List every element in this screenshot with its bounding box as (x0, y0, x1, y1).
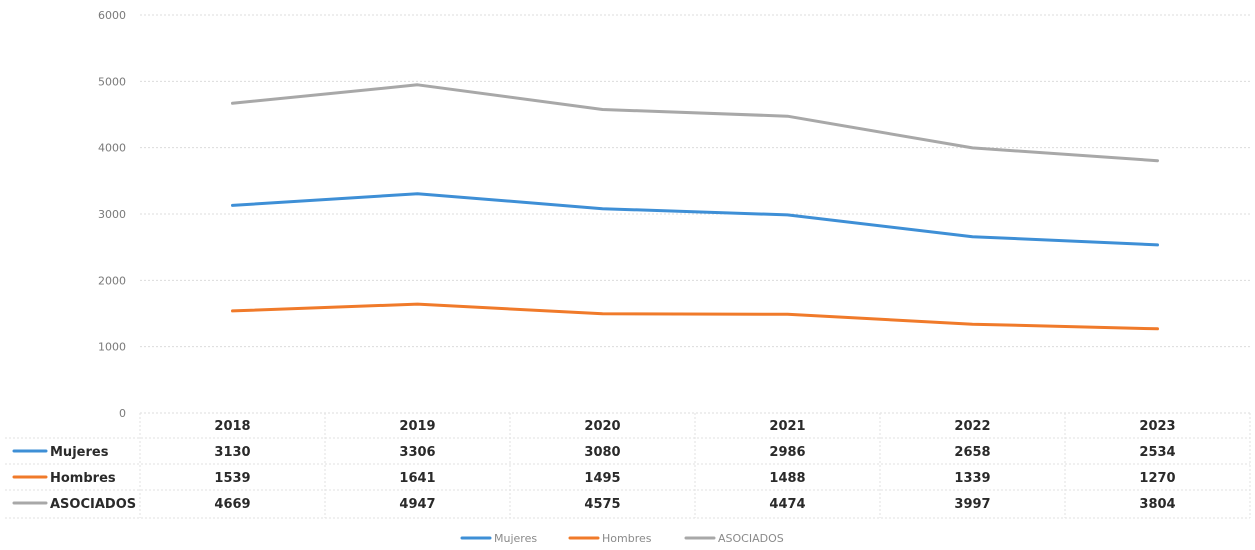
legend: Mujeres Hombres ASOCIADOS (460, 532, 784, 545)
x-category-label: 2019 (399, 419, 435, 434)
table-cell-value: 3080 (584, 445, 620, 460)
table-cell-value: 3804 (1139, 497, 1175, 512)
y-tick-label: 3000 (98, 208, 126, 221)
x-axis-categories: 2018 2019 2020 2021 2022 2023 (214, 419, 1175, 434)
table-cell-value: 3306 (399, 445, 435, 460)
table-cell-value: 4474 (769, 497, 805, 512)
series-line-hombres (231, 302, 1159, 331)
series-line-mujeres (231, 192, 1159, 247)
x-category-label: 2018 (214, 419, 250, 434)
table-cell-value: 1488 (769, 471, 805, 486)
series-line-asociados (231, 83, 1159, 163)
y-tick-label: 1000 (98, 341, 126, 354)
table-cell-value: 1270 (1139, 471, 1175, 486)
y-axis-ticks: 0 1000 2000 3000 4000 5000 6000 (98, 9, 126, 420)
y-tick-label: 4000 (98, 142, 126, 155)
table-cell-value: 1539 (214, 471, 250, 486)
x-category-label: 2023 (1139, 419, 1175, 434)
table-cell-value: 3997 (954, 497, 990, 512)
table-cell-value: 2658 (954, 445, 990, 460)
y-tick-label: 0 (119, 407, 126, 420)
table-cell-value: 1339 (954, 471, 990, 486)
gridlines (140, 14, 1250, 414)
table-cell-value: 2986 (769, 445, 805, 460)
table-row-label: ASOCIADOS (50, 497, 136, 512)
x-category-label: 2021 (769, 419, 805, 434)
y-tick-label: 5000 (98, 75, 126, 88)
table-row-label: Mujeres (50, 445, 109, 460)
table-cell-value: 1641 (399, 471, 435, 486)
x-category-label: 2022 (954, 419, 990, 434)
data-table: Mujeres 3130 3306 3080 2986 2658 2534 Hombres 15… (12, 445, 1176, 512)
data-table-grid (5, 413, 1251, 519)
series-lines (231, 83, 1159, 331)
table-cell-value: 2534 (1139, 445, 1175, 460)
legend-label: ASOCIADOS (718, 532, 784, 545)
y-tick-label: 6000 (98, 9, 126, 22)
legend-label: Mujeres (494, 532, 537, 545)
table-cell-value: 4947 (399, 497, 435, 512)
legend-label: Hombres (602, 532, 652, 545)
x-category-label: 2020 (584, 419, 620, 434)
table-row-label: Hombres (50, 471, 116, 486)
table-cell-value: 4575 (584, 497, 620, 512)
table-cell-value: 4669 (214, 497, 250, 512)
table-cell-value: 1495 (584, 471, 620, 486)
table-cell-value: 3130 (214, 445, 250, 460)
y-tick-label: 2000 (98, 274, 126, 287)
